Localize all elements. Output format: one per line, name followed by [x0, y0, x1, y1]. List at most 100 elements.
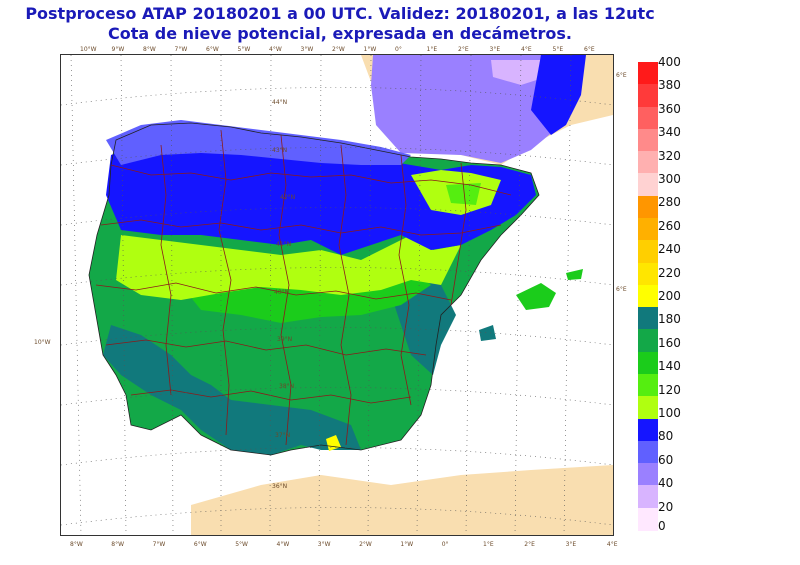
top-lon-label: 0° [395, 46, 402, 53]
lat-label: 44°N [272, 99, 288, 106]
legend-swatch [638, 507, 658, 532]
legend-swatch [638, 195, 658, 220]
lat-label: 39°N [277, 336, 293, 343]
top-lon-label: 5°W [237, 46, 251, 53]
bottom-lon-label: 0° [441, 541, 449, 548]
top-lon-label: 6°W [206, 46, 219, 53]
legend-label: 240 [658, 242, 681, 257]
legend-swatch [638, 351, 658, 376]
balearic-menorca [566, 269, 583, 280]
lat-label: 40°N [274, 289, 290, 296]
legend-label: 120 [658, 382, 681, 397]
province-borders [95, 129, 512, 446]
lat-label: 37°N [275, 432, 291, 439]
legend-label: 140 [658, 359, 681, 374]
field-120-140-ebro [446, 183, 481, 205]
legend-swatch [638, 262, 658, 286]
field-80-100-east [531, 55, 586, 135]
bottom-lon-label: 2°W [359, 541, 372, 548]
legend-swatch [638, 218, 658, 242]
legend-label: 340 [658, 125, 681, 140]
legend-swatch [638, 440, 658, 465]
legend-label: 400 [658, 55, 681, 69]
legend-label: 320 [658, 148, 681, 163]
legend-label: 300 [658, 172, 681, 186]
legend-label: 220 [658, 265, 681, 280]
top-lon-label: 3°W [300, 46, 314, 53]
bottom-lon-label: 3°W [317, 541, 331, 548]
legend-label: 160 [658, 335, 681, 350]
coastline [88, 122, 540, 456]
top-lon-label: 7°W [174, 46, 188, 53]
legend-swatch [638, 240, 658, 264]
top-lon-label: 2°W [332, 46, 345, 53]
bottom-lon-label: 7°W [152, 541, 166, 548]
lat-label: 38°N [279, 383, 295, 390]
top-lon-label: 3°E [489, 46, 501, 53]
top-lon-label: 4°E [521, 46, 532, 53]
top-lon-label: 6°E [584, 46, 595, 53]
legend-swatch [638, 485, 658, 509]
legend-label: 280 [658, 195, 681, 210]
field-100-120-belt [116, 235, 461, 300]
legend-label: 100 [658, 406, 681, 420]
field-20-40-patch [491, 60, 546, 85]
legend-swatch [638, 284, 658, 309]
top-lon-label: 2°E [458, 46, 469, 53]
legend-label: 180 [658, 312, 681, 327]
legend-label: 260 [658, 218, 681, 233]
bottom-lon-label: 2°E [524, 541, 535, 548]
legend-swatch [638, 418, 658, 442]
bottom-lon-label: 1°E [483, 541, 494, 548]
legend-swatch [638, 374, 658, 398]
balearic-mallorca [516, 283, 556, 310]
top-lon-label: 4°W [269, 46, 282, 53]
lat-label: 43°N [272, 147, 288, 154]
bottom-lon-label: 4°E [606, 541, 618, 548]
legend-swatch [638, 151, 658, 175]
top-lon-label: 1°E [426, 46, 438, 53]
balearic-ibiza [479, 325, 496, 341]
legend-swatch [638, 329, 658, 353]
legend-label: 200 [658, 289, 681, 303]
lat-label: 41°N [276, 241, 292, 248]
bottom-lon-label: 5°W [235, 541, 248, 548]
top-lon-label: 9°W [111, 46, 125, 53]
bottom-lon-label: 6°W [193, 541, 207, 548]
graticule [61, 55, 613, 535]
right-lon-label-2: 6°E [616, 286, 627, 293]
bottom-lon-label: 1°W [400, 541, 414, 548]
bottom-lon-label: 8°W [70, 541, 83, 548]
legend-label: 0 [658, 519, 666, 533]
top-lon-label: 5°E [552, 46, 564, 53]
bottom-lon-label: 8°W [111, 541, 125, 548]
right-lon-label-1: 6°E [616, 72, 627, 79]
legend-swatch [638, 84, 658, 108]
legend-label: 80 [658, 429, 674, 444]
africa-land [191, 465, 613, 535]
lat-label: 42°N [280, 194, 296, 201]
legend-label: 40 [658, 476, 674, 491]
bottom-lon-label: 3°E [565, 541, 577, 548]
legend-label: 380 [658, 78, 681, 93]
legend-label: 360 [658, 101, 681, 116]
top-lon-label: 8°W [143, 46, 156, 53]
field-80-100-north [106, 135, 536, 255]
legend-label: 20 [658, 499, 674, 514]
top-lon-label: 10°W [80, 46, 97, 53]
map-title: Postproceso ATAP 20180201 a 00 UTC. Vali… [25, 4, 655, 23]
top-lon-label: 1°W [363, 46, 377, 53]
map-subtitle: Cota de nieve potencial, expresada en de… [108, 24, 572, 43]
snow-level-map [60, 54, 614, 536]
map-canvas [61, 55, 613, 535]
legend-swatch [638, 463, 658, 487]
legend-swatch [638, 62, 658, 86]
legend-label: 60 [658, 452, 674, 467]
left-lon-label: 10°W [34, 339, 51, 346]
legend-swatch [638, 128, 658, 153]
bottom-lon-label: 4°W [276, 541, 290, 548]
legend-swatch [638, 106, 658, 130]
legend-swatch [638, 396, 658, 420]
legend-swatch [638, 307, 658, 331]
legend-swatch [638, 173, 658, 197]
